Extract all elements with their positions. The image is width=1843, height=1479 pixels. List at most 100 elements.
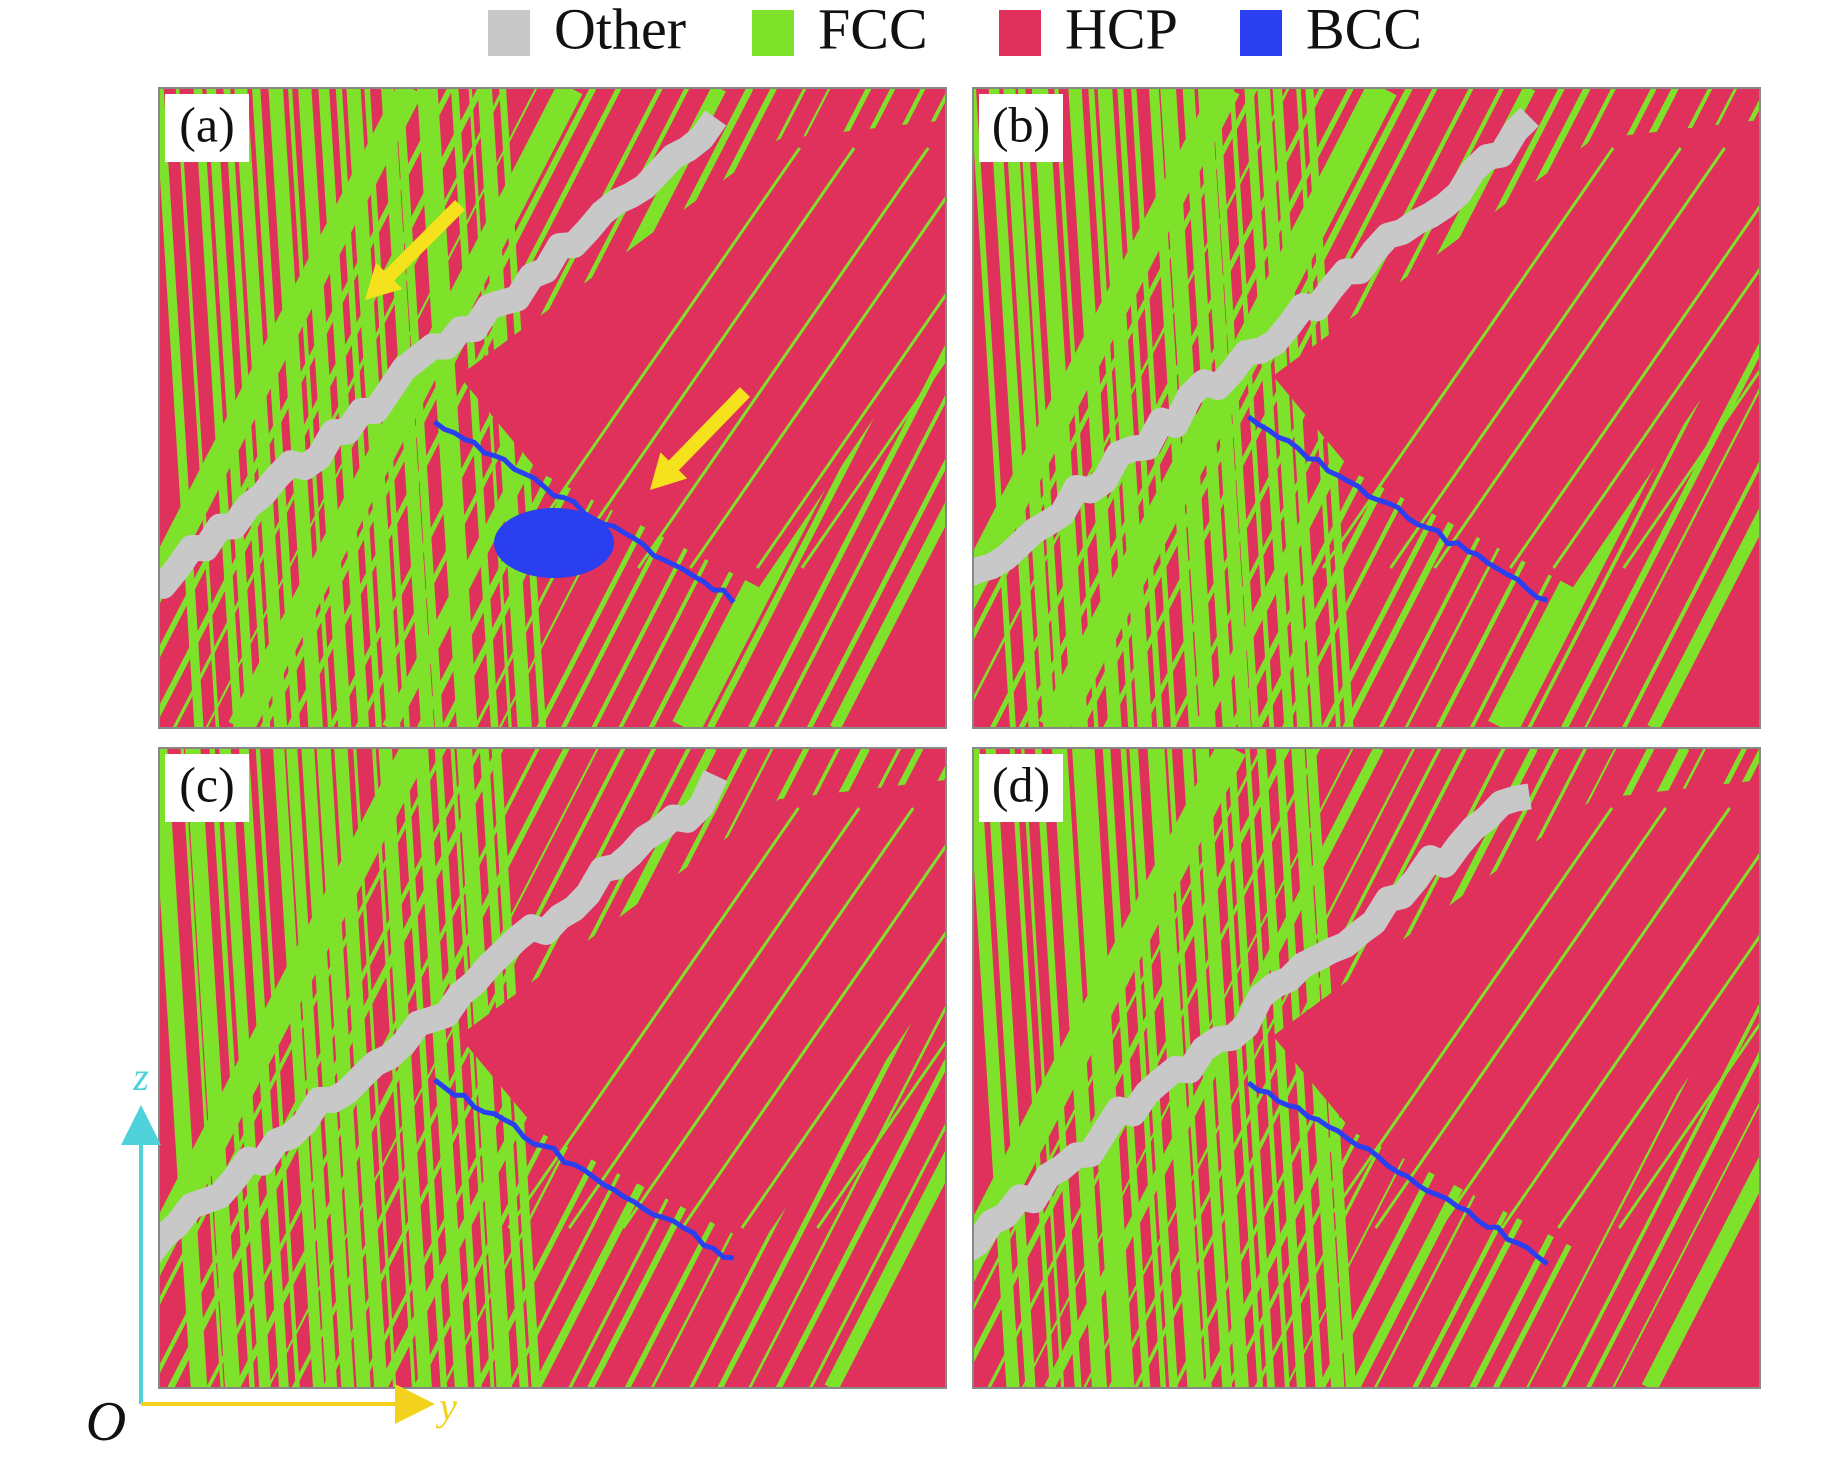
panel-label-bg [165, 94, 249, 162]
fcc-stripe [987, 748, 1321, 1388]
panel-frame [972, 87, 1761, 729]
panel-label-bg [979, 94, 1063, 162]
fcc-stripe [1557, 933, 1760, 1229]
fcc-stripe [985, 748, 1036, 1388]
fcc-stripe [1038, 88, 1397, 728]
bcc-interface [432, 1077, 734, 1261]
snapshot-content [973, 748, 1760, 1388]
arrow-head [650, 452, 688, 490]
legend-swatch [1240, 10, 1282, 56]
fcc-stripe [807, 457, 946, 728]
fcc-stripe [1641, 1155, 1760, 1388]
fcc-stripe [1320, 807, 1614, 1229]
fcc-stripe [414, 748, 469, 1388]
fcc-stripe [193, 88, 243, 728]
fcc-stripe [1195, 748, 1249, 1388]
fcc-stripe [1374, 807, 1667, 1229]
fcc-stripe [990, 88, 1325, 728]
fcc-stripe [1389, 147, 1682, 569]
fcc-stripe [298, 88, 352, 728]
fcc-stripe [318, 88, 370, 728]
axis-indicator: z y O [86, 1054, 457, 1453]
fcc-stripe [1217, 748, 1264, 1388]
fcc-stripe [1433, 147, 1726, 569]
fcc-stripe [159, 748, 208, 1388]
fcc-stripe [159, 88, 423, 606]
legend-label: HCP [1065, 0, 1178, 61]
fcc-stripe [973, 748, 1020, 1388]
bcc-interface [1246, 1080, 1549, 1266]
fcc-stripe [830, 500, 946, 728]
legend: Other FCC HCP BCC [488, 0, 1422, 61]
fcc-stripe [172, 88, 506, 728]
fcc-stripe [680, 843, 946, 1229]
legend-swatch [488, 10, 530, 56]
fcc-stripe [748, 1004, 946, 1388]
panel-frame [972, 747, 1761, 1389]
fcc-stripe [260, 88, 597, 728]
fcc-stripe [1500, 851, 1760, 1229]
snapshot-content [159, 88, 946, 728]
fcc-stripe [291, 748, 626, 1388]
fcc-stripe [167, 748, 504, 1388]
bcc-interface [1246, 414, 1549, 603]
other-boundary [159, 110, 727, 599]
fcc-stripe [1017, 88, 1066, 728]
fcc-stripe [159, 748, 482, 1376]
fcc-stripe [228, 88, 583, 728]
fcc-stripe [1003, 88, 1056, 728]
fcc-stripe [973, 88, 1016, 728]
fcc-stripe [1622, 367, 1760, 569]
fcc-stripe [1586, 1049, 1760, 1388]
fcc-stripe [1044, 748, 1384, 1388]
fcc-stripe [1647, 506, 1760, 728]
fcc-stripe [973, 88, 1290, 703]
fcc-stripe [1120, 748, 1167, 1388]
legend-swatch [752, 10, 794, 56]
legend-swatch [999, 10, 1041, 56]
other-boundary [973, 107, 1539, 587]
fcc-stripe [637, 147, 930, 569]
panel-label-bg [165, 754, 249, 822]
y-label: y [435, 1384, 457, 1429]
panel-label: (c) [179, 756, 235, 812]
panel-label-bg [979, 754, 1063, 822]
highlight-arrow [650, 387, 751, 490]
arrow-head [365, 262, 403, 300]
fcc-stripe [316, 748, 371, 1388]
origin-label: O [86, 1391, 126, 1453]
fcc-stripe [988, 88, 1040, 728]
fcc-stripe [1021, 748, 1065, 1388]
fcc-stripe [824, 1149, 946, 1388]
fcc-stripe [450, 748, 495, 1388]
snapshot-content [973, 88, 1760, 728]
fcc-stripe [234, 88, 288, 728]
fcc-stripe [175, 88, 220, 728]
panel-frame [158, 747, 947, 1389]
fcc-stripe [689, 195, 946, 569]
fcc-stripe [748, 343, 946, 728]
fcc-stripe [755, 291, 946, 569]
fcc-stripe [159, 88, 204, 728]
fcc-stripe [1552, 266, 1760, 569]
fcc-stripe [159, 748, 447, 1307]
fcc-stripe [973, 748, 1264, 1312]
fcc-stripe [1617, 1021, 1760, 1229]
fcc-stripe [1257, 88, 1310, 728]
fcc-stripe [301, 748, 355, 1388]
panels: (a) (b) (c) (d) [158, 87, 1761, 1389]
fcc-stripe [159, 748, 429, 1278]
panel-label: (b) [992, 96, 1050, 152]
fcc-stripe [1622, 459, 1760, 728]
fcc-stripe [507, 807, 800, 1229]
hcp-grain [1273, 120, 1760, 588]
bcc-cluster [494, 508, 614, 578]
fcc-stripe [1509, 203, 1760, 569]
fcc-stripe [973, 748, 1246, 1284]
fcc-stripe [1131, 88, 1177, 728]
legend-label: FCC [818, 0, 928, 61]
snapshot-panel: (d) [972, 747, 1761, 1389]
fcc-stripe [1612, 1100, 1760, 1388]
fcc-stripe [774, 393, 946, 728]
fcc-stripe [1438, 807, 1731, 1229]
